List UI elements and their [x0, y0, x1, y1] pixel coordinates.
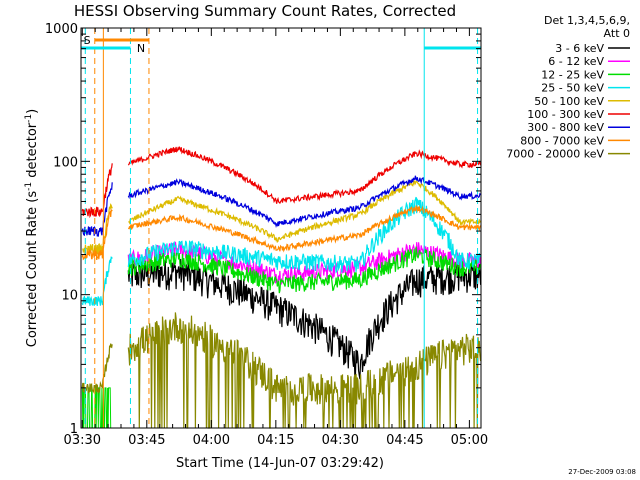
x-tick-label: 03:45	[128, 433, 165, 448]
series-line-pre	[81, 256, 113, 307]
flag-label-s: S	[84, 34, 91, 47]
timestamp: 27-Dec-2009 03:08	[568, 468, 636, 476]
x-tick-label: 04:15	[257, 433, 294, 448]
y-label-part2: detector	[25, 122, 40, 182]
series-line-pre	[81, 163, 113, 219]
legend-entry-label: 6 - 12 keV	[548, 55, 604, 68]
legend-header-1: Det 1,3,4,5,6,9,	[544, 14, 630, 27]
x-axis: 03:30 03:45 04:00 04:15 04:30 04:45 05:00	[64, 28, 488, 448]
series-line-pre	[81, 208, 113, 261]
legend-entry-label: 12 - 25 keV	[541, 68, 604, 81]
x-tick-label: 04:00	[193, 433, 230, 448]
legend-entry-label: 800 - 7000 keV	[520, 134, 604, 147]
legend-entry-label: 50 - 100 keV	[534, 95, 604, 108]
x-tick-label: 04:45	[386, 433, 423, 448]
series-line-pre	[81, 182, 113, 237]
legend-entry-label: 7000 - 20000 keV	[506, 148, 604, 161]
chart-title: HESSI Observing Summary Count Rates, Cor…	[74, 2, 456, 20]
series-line	[127, 205, 482, 253]
series-line	[128, 179, 482, 244]
legend-entry-label: 100 - 300 keV	[527, 108, 604, 121]
series-line	[127, 146, 482, 205]
series-line-pre	[81, 343, 113, 394]
legend-entry-label: 300 - 800 keV	[527, 121, 604, 134]
x-axis-label: Start Time (14-Jun-07 03:29:42)	[176, 456, 384, 471]
series-line	[127, 196, 482, 274]
plot-frame	[80, 27, 482, 429]
y-tick-label: 10	[61, 289, 78, 304]
y-label-part1: Corrected Count Rate (s	[25, 191, 40, 348]
x-tick-label: 03:30	[64, 433, 101, 448]
x-tick-label: 04:30	[322, 433, 359, 448]
flag-label-n: N	[137, 42, 145, 55]
y-label-sup1: -1	[24, 182, 34, 191]
x-tick-label: 05:00	[451, 433, 488, 448]
y-tick-label: 1000	[45, 22, 78, 37]
series-line	[127, 258, 482, 380]
legend-entry-label: 25 - 50 keV	[541, 82, 604, 95]
y-tick-label: 1	[70, 422, 78, 437]
y-axis-label: Corrected Count Rate (s-1 detector-1)	[24, 109, 40, 347]
y-axis: 1 10 100 1000	[45, 22, 481, 437]
flag-layer: SN	[81, 28, 481, 428]
legend-entry-label: 3 - 6 keV	[555, 42, 604, 55]
legend-header-2: Att 0	[604, 27, 630, 40]
y-label-sup2: -1	[24, 114, 34, 123]
series-line	[127, 175, 482, 228]
y-label-part3: )	[25, 109, 40, 114]
y-tick-label: 100	[53, 155, 78, 170]
